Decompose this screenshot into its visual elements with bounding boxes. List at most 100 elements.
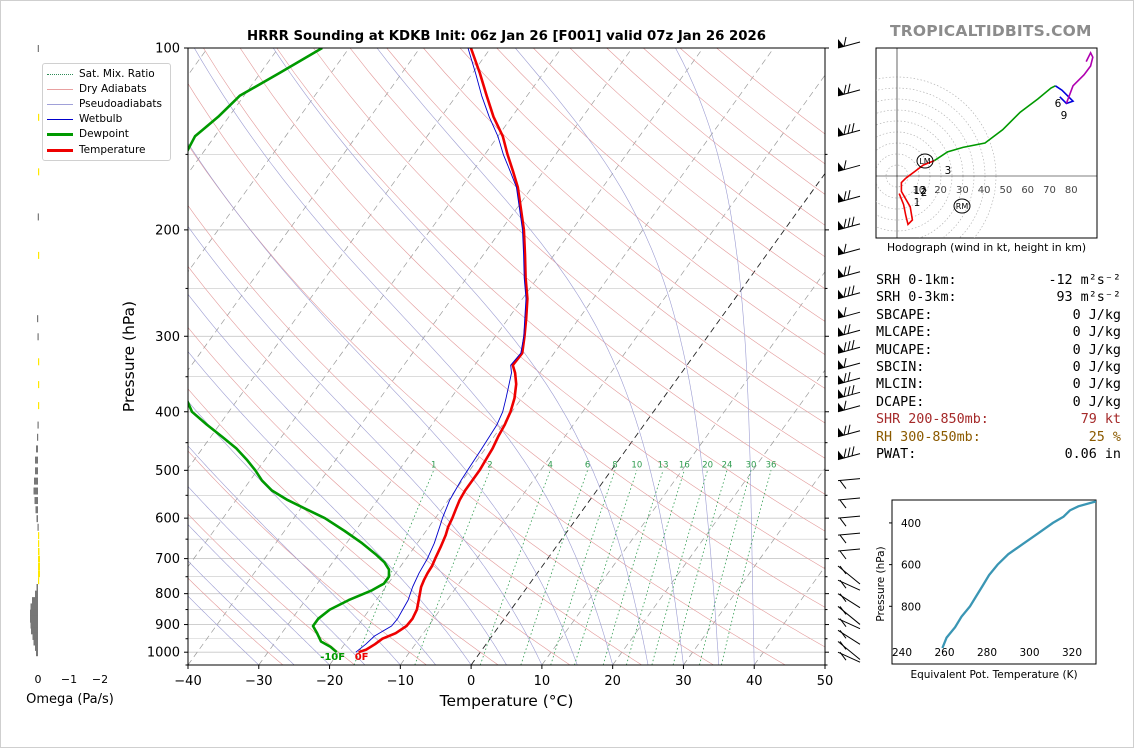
wind-barb: [837, 324, 861, 337]
omega-bar: [35, 467, 38, 475]
legend-label: Wetbulb: [79, 113, 123, 125]
mixing-ratio-line: [721, 470, 772, 665]
wind-barb-flag: [838, 289, 844, 299]
pseudoadiabat-line: [515, 48, 720, 665]
omega-bar: [37, 333, 39, 341]
wind-barb-feather: [847, 341, 851, 351]
wind-barb: [837, 384, 861, 399]
x-tick-label: 0: [467, 674, 475, 689]
pseudoadiabat-line: [194, 48, 613, 665]
hodograph-segment: [898, 177, 914, 226]
pseudoadiabat-line: [188, 524, 330, 665]
theta-e-x-tick-label: 260: [934, 647, 954, 659]
wind-barb: [837, 371, 861, 385]
omega-bar: [38, 168, 40, 176]
omega-axis-label: Omega (Pa/s): [26, 692, 114, 707]
hodograph-segment: [1054, 85, 1075, 105]
x-tick-label: 40: [746, 674, 763, 689]
wind-barb-staff: [837, 548, 861, 552]
wind-barb: [837, 285, 861, 300]
wind-barb: [837, 478, 861, 489]
mixing-ratio-line: [550, 470, 616, 665]
dry-adiabat-line: [188, 577, 284, 665]
stat-row: MLCIN: 0 J/kg: [876, 376, 1121, 393]
hodograph-ring-label: 60: [1021, 185, 1034, 196]
mixing-ratio-label: 10: [631, 460, 642, 470]
legend-label: Dewpoint: [79, 128, 129, 140]
wind-barb-feather: [843, 287, 847, 298]
mixing-ratio-line: [574, 470, 638, 665]
wind-barb-flag: [838, 450, 844, 460]
stat-value: 0 J/kg: [1072, 325, 1121, 341]
isotherm-line: [258, 48, 704, 665]
y-tick-label: 500: [155, 464, 180, 479]
hodograph-segment: [1065, 51, 1094, 104]
omega-bar: [38, 358, 40, 366]
wind-barb-feather: [843, 125, 847, 135]
pseudoadiabat-line: [272, 48, 649, 665]
wind-barb-feather: [839, 618, 847, 627]
stat-row: SBCAPE: 0 J/kg: [876, 307, 1121, 324]
dry-adiabat-line: [276, 48, 825, 532]
wind-barb: [837, 579, 861, 591]
wind-barb-feather: [843, 266, 847, 277]
omega-tick-label: −2: [92, 673, 108, 686]
hodograph-segment: [933, 85, 1056, 162]
omega-tick-label: 0: [35, 673, 42, 686]
surface-dewpoint-label: -10F: [320, 652, 345, 663]
stat-row: MUCAPE: 0 J/kg: [876, 342, 1121, 359]
mixing-ratio-label: 6: [585, 460, 590, 470]
omega-bar: [37, 213, 39, 221]
mixing-ratio-line: [602, 470, 664, 665]
wind-barb-feather: [843, 191, 847, 201]
wind-barb-feather: [851, 122, 855, 133]
wind-barb-feather: [843, 243, 847, 254]
dry-adiabat-line: [496, 48, 825, 322]
stat-row: MLCAPE: 0 J/kg: [876, 324, 1121, 341]
pseudoadiabat-line: [188, 225, 543, 665]
wind-barb-flag: [838, 402, 844, 412]
wind-barb-feather: [851, 216, 855, 227]
legend-temperature: Temperature: [47, 144, 146, 156]
wind-barb-flag: [838, 127, 844, 137]
stat-label: PWAT:: [876, 447, 917, 463]
pseudoadiabat-line: [188, 351, 472, 665]
y-tick-label: 800: [155, 587, 180, 602]
wind-barb-flag: [838, 193, 844, 203]
stat-label: SRH 0-3km:: [876, 290, 957, 306]
stat-row: SRH 0-1km: -12 m²s⁻²: [876, 272, 1121, 289]
dry-adiabat-line: [188, 513, 355, 665]
stat-label: SBCIN:: [876, 360, 925, 376]
mixing-ratio-label: 30: [746, 460, 757, 470]
omega-bar: [32, 632, 38, 640]
wind-barb-feather: [847, 265, 851, 276]
wind-barb-feather: [851, 285, 855, 296]
omega-bar: [37, 315, 39, 323]
hodograph-ring-label: 70: [1043, 185, 1056, 196]
theta-e-y-tick-label: 400: [901, 518, 921, 530]
mixing-ratio-label: 2: [487, 460, 492, 470]
wind-barb-feather: [839, 565, 847, 575]
theta-e-frame: [891, 499, 1097, 665]
mixing-ratio-line: [414, 470, 491, 665]
wind-barb-feather: [843, 342, 847, 352]
wind-barb: [837, 641, 861, 660]
wind-barb-feather: [843, 36, 847, 47]
wind-barb: [837, 532, 861, 544]
wind-barb-staff: [837, 497, 861, 501]
wind-barb: [837, 190, 861, 203]
isotherm-line: [329, 48, 775, 665]
stat-label: SBCAPE:: [876, 307, 933, 323]
wind-barb-staff: [837, 606, 861, 625]
stat-label: MLCAPE:: [876, 325, 933, 341]
hodograph-height-label: 6: [1055, 98, 1062, 110]
dewpoint-profile: [188, 48, 391, 654]
legend-dewpoint: Dewpoint: [47, 128, 129, 140]
hodograph-ring-label: 80: [1065, 185, 1078, 196]
omega-bar: [38, 547, 40, 555]
y-tick-label: 900: [155, 618, 180, 633]
stat-label: MLCIN:: [876, 377, 925, 393]
wind-barb-flag: [838, 375, 844, 385]
stat-value: 0.06 in: [1064, 447, 1121, 463]
